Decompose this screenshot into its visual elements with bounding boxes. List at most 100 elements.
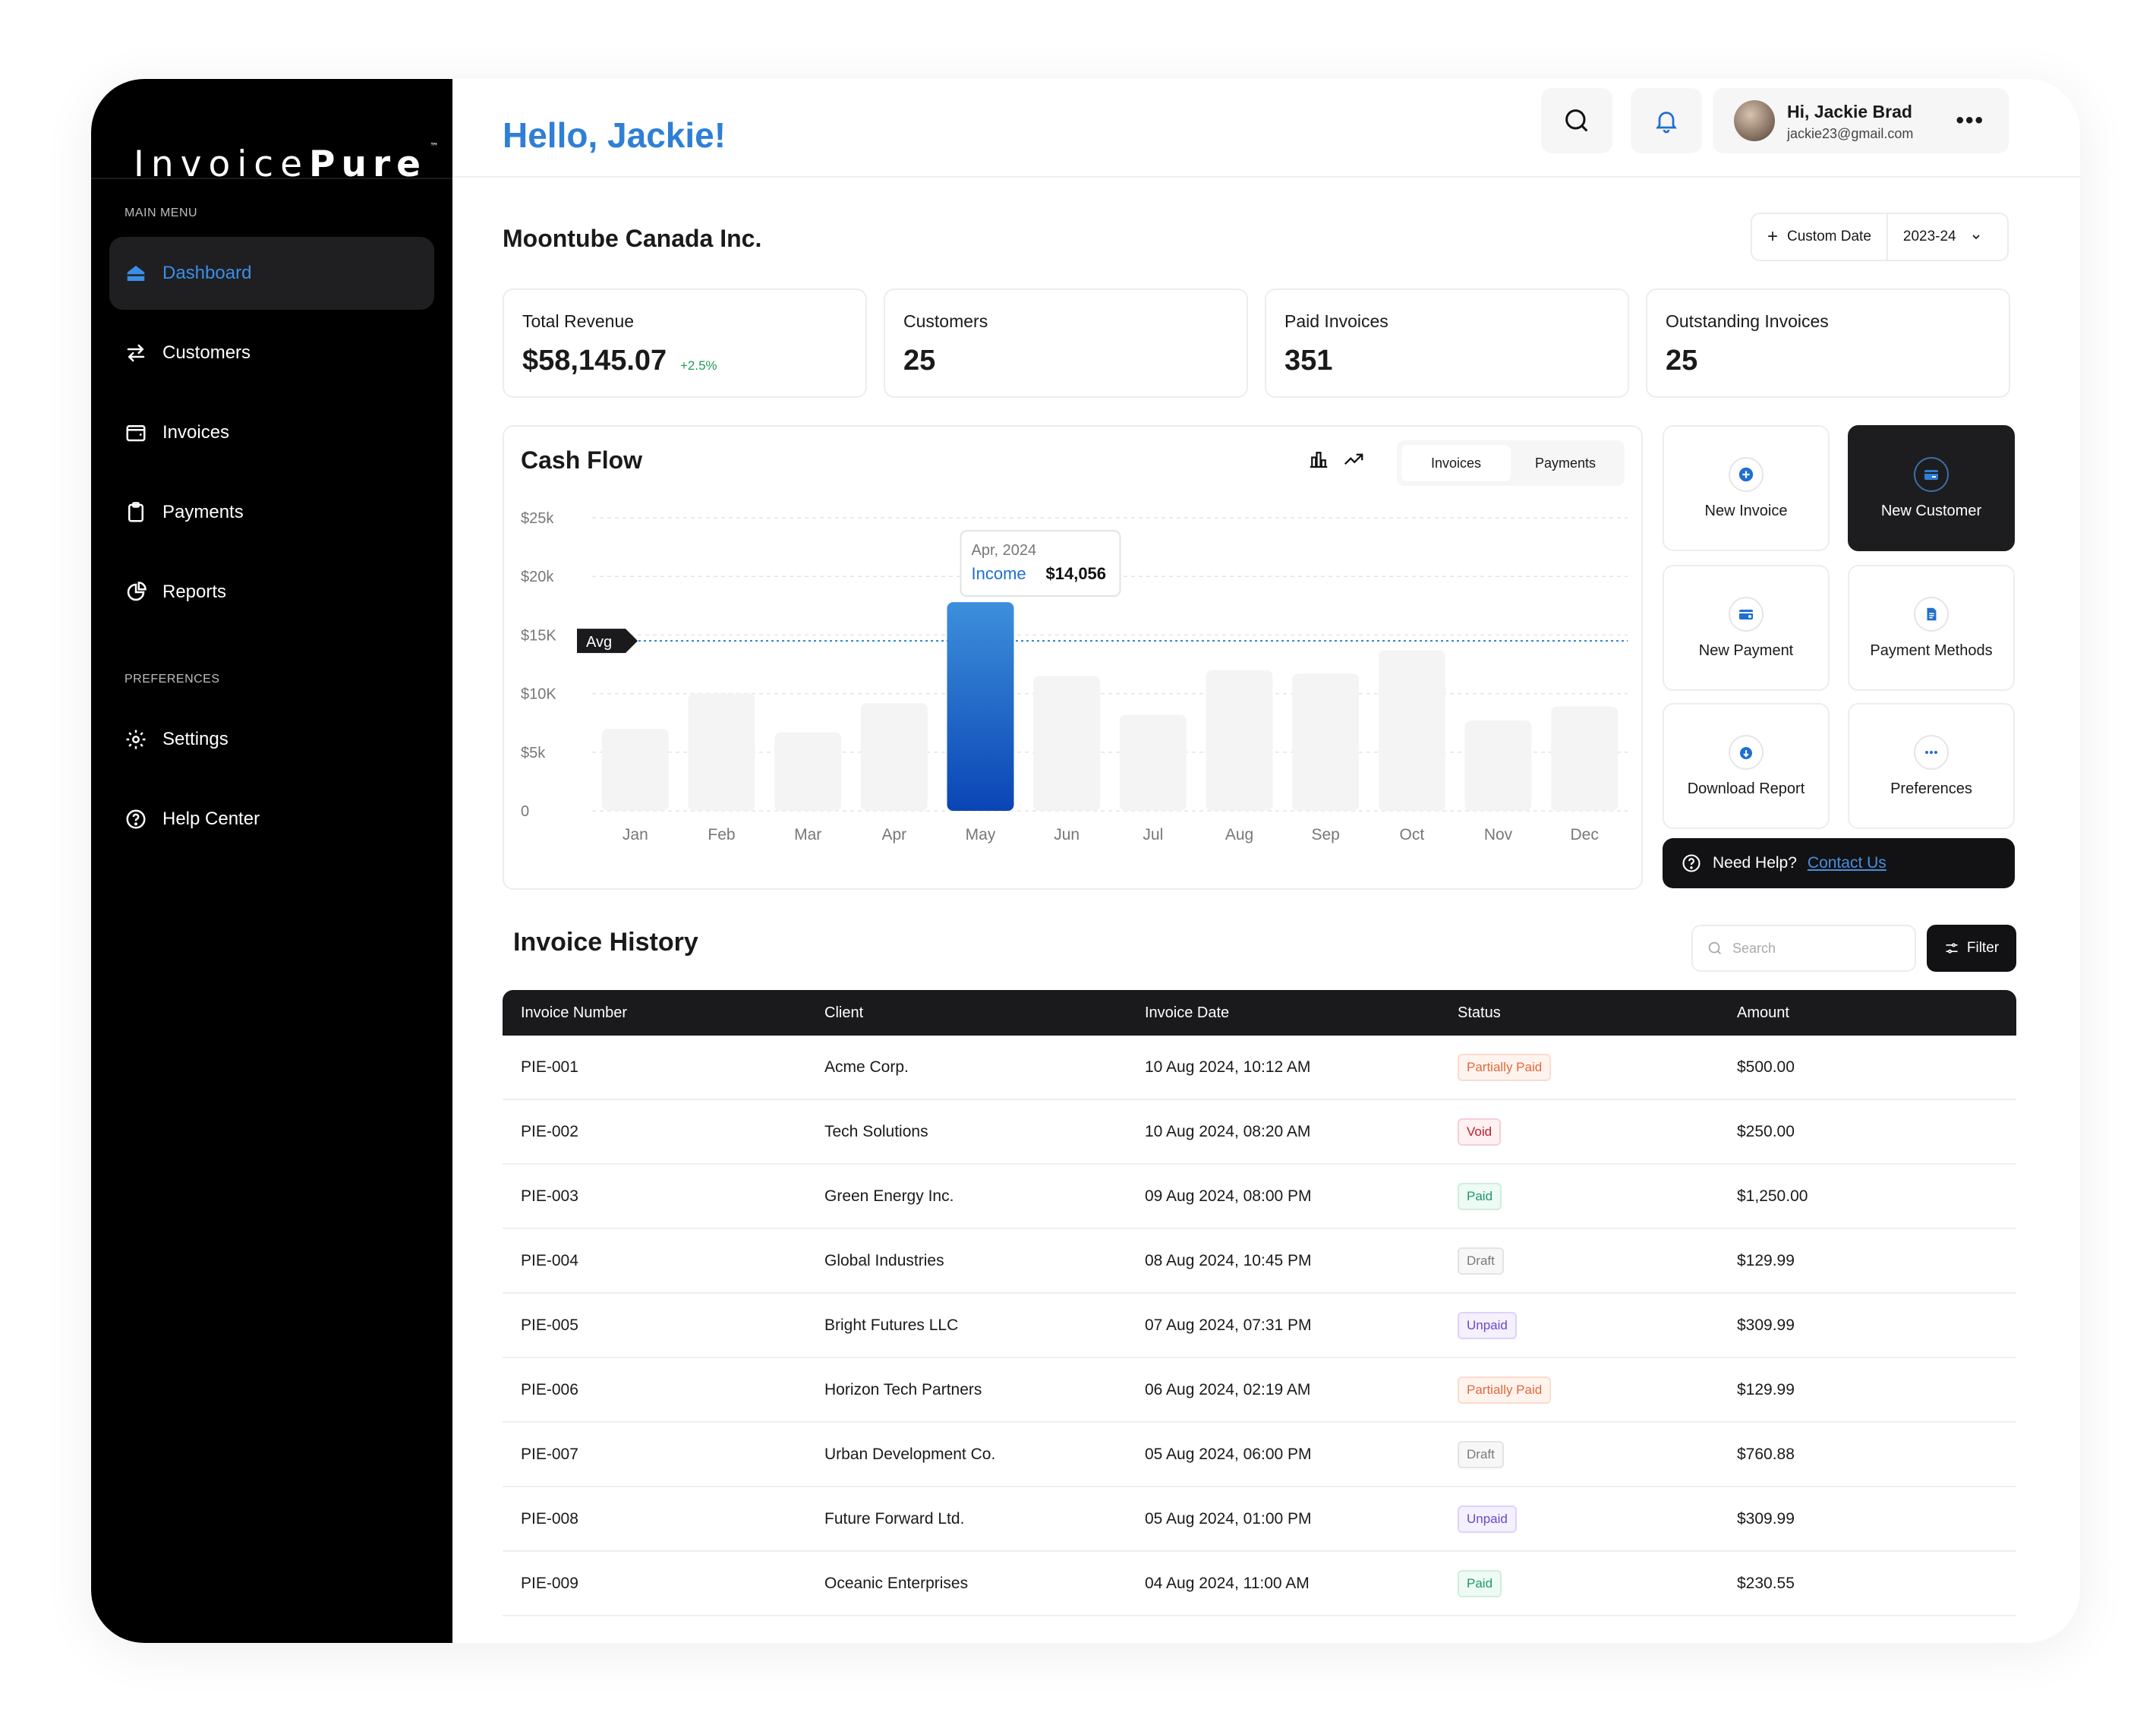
new-customer-button[interactable]: New Customer: [1848, 425, 2015, 551]
table-row[interactable]: PIE-003 Green Energy Inc. 09 Aug 2024, 08:…: [503, 1165, 2016, 1229]
qa-label: Download Report: [1687, 780, 1805, 797]
qa-label: Payment Methods: [1870, 642, 1993, 659]
invoice-number: PIE-005: [521, 1316, 578, 1334]
greeting: Hello, Jackie!: [503, 115, 727, 155]
col-client[interactable]: Client: [824, 1004, 864, 1021]
table-row[interactable]: PIE-006 Horizon Tech Partners 06 Aug 2024,…: [503, 1358, 2016, 1423]
x-tick-label: Feb: [708, 826, 735, 843]
help-icon: [1682, 854, 1701, 872]
bar[interactable]: [774, 732, 842, 811]
stat-card-customers: Customers 25: [884, 288, 1248, 398]
more-options-icon[interactable]: •••: [1956, 108, 1984, 133]
client-name: Acme Corp.: [824, 1058, 909, 1076]
payment-methods-button[interactable]: Payment Methods: [1848, 565, 2015, 691]
sidebar-divider: [91, 178, 452, 179]
stat-value: $58,145.07: [522, 345, 667, 377]
table-row[interactable]: PIE-004 Global Industries 08 Aug 2024, 10:…: [503, 1229, 2016, 1294]
bar-chart-icon[interactable]: [1307, 448, 1330, 471]
contact-us-link[interactable]: Contact Us: [1807, 854, 1886, 872]
bar[interactable]: [860, 702, 928, 811]
bar[interactable]: [1033, 676, 1101, 811]
sidebar-item-payments[interactable]: Payments: [109, 476, 434, 549]
home-icon: [127, 266, 145, 281]
search-input[interactable]: Search: [1691, 925, 1916, 972]
app-window: Invoice Pure ™ MAIN MENU Dashboard Custome…: [91, 79, 2080, 1643]
col-amount[interactable]: Amount: [1737, 1004, 1789, 1021]
invoice-amount: $129.99: [1737, 1380, 1795, 1398]
clipboard-icon: [128, 502, 143, 522]
tab-invoices[interactable]: Invoices: [1401, 445, 1511, 481]
sidebar-item-settings[interactable]: Settings: [109, 703, 434, 776]
sidebar-item-label: Help Center: [162, 809, 260, 829]
x-tick-label: Dec: [1570, 826, 1598, 843]
notifications-button[interactable]: [1631, 88, 1702, 153]
qa-label: New Customer: [1880, 502, 1982, 519]
bar[interactable]: [1378, 650, 1445, 811]
x-tick-label: Nov: [1484, 826, 1513, 843]
bar[interactable]: [1292, 673, 1360, 811]
col-invoice-number[interactable]: Invoice Number: [521, 1004, 628, 1021]
bar[interactable]: [1464, 720, 1532, 811]
bar[interactable]: [601, 728, 669, 811]
tab-payments[interactable]: Payments: [1534, 455, 1597, 471]
y-tick-label: $25k: [521, 510, 554, 527]
qa-label: New Payment: [1698, 642, 1794, 659]
preferences-button[interactable]: Preferences: [1848, 703, 2015, 829]
search-placeholder: Search: [1732, 940, 1776, 956]
status-badge: Void: [1458, 1118, 1502, 1146]
user-email: jackie23@gmail.com: [1787, 126, 1914, 141]
x-tick-label: Jun: [1054, 826, 1080, 843]
user-menu[interactable]: Hi, Jackie Brad jackie23@gmail.com •••: [1713, 88, 2009, 153]
trend-line-icon[interactable]: [1342, 448, 1365, 471]
invoice-date: 05 Aug 2024, 01:00 PM: [1145, 1509, 1312, 1528]
year-value: 2023-24: [1902, 229, 1956, 244]
table-row[interactable]: PIE-008 Future Forward Ltd. 05 Aug 2024, 0…: [503, 1487, 2016, 1552]
arrows-icon: [127, 344, 145, 362]
invoice-date: 08 Aug 2024, 10:45 PM: [1145, 1251, 1312, 1269]
col-invoice-date[interactable]: Invoice Date: [1145, 1004, 1230, 1021]
avg-label: Avg: [586, 634, 612, 651]
preferences-label: PREFERENCES: [125, 673, 220, 686]
filter-button[interactable]: Filter: [1927, 925, 2016, 972]
y-tick-label: $5k: [521, 745, 546, 761]
status-badge: Paid: [1458, 1569, 1502, 1597]
table-row[interactable]: PIE-005 Bright Futures LLC 07 Aug 2024, 07…: [503, 1294, 2016, 1358]
download-report-button[interactable]: Download Report: [1663, 703, 1830, 829]
client-name: Horizon Tech Partners: [824, 1380, 982, 1398]
invoice-history-title: Invoice History: [513, 928, 698, 957]
table-row[interactable]: PIE-002 Tech Solutions 10 Aug 2024, 08:20 …: [503, 1100, 2016, 1165]
bar[interactable]: [1119, 714, 1187, 811]
col-status[interactable]: Status: [1458, 1004, 1501, 1021]
sidebar-item-dashboard[interactable]: Dashboard: [109, 237, 434, 310]
status-cell: Paid: [1458, 1552, 1502, 1615]
user-name: Hi, Jackie Brad: [1787, 102, 1912, 121]
client-name: Urban Development Co.: [824, 1445, 996, 1463]
bar[interactable]: [947, 602, 1014, 811]
sidebar-item-reports[interactable]: Reports: [109, 556, 434, 629]
custom-date-button[interactable]: + Custom Date: [1752, 214, 1888, 260]
bar[interactable]: [1551, 706, 1619, 811]
sidebar-item-help-center[interactable]: Help Center: [109, 783, 434, 856]
main-content: Hello, Jackie! Hi, Jackie Brad jackie23@…: [452, 79, 2080, 1643]
new-invoice-button[interactable]: New Invoice: [1663, 425, 1830, 551]
year-select[interactable]: 2023-24: [1888, 229, 1997, 245]
x-tick-label: Jan: [623, 826, 648, 843]
sidebar-item-invoices[interactable]: Invoices: [109, 396, 434, 469]
y-tick-label: $20k: [521, 569, 554, 585]
table-row[interactable]: PIE-009 Oceanic Enterprises 04 Aug 2024, 1…: [503, 1552, 2016, 1616]
sidebar-item-customers[interactable]: Customers: [109, 317, 434, 389]
search-button[interactable]: [1541, 88, 1612, 153]
table-row[interactable]: PIE-007 Urban Development Co. 05 Aug 2024,…: [503, 1423, 2016, 1487]
bar[interactable]: [1206, 670, 1273, 811]
table-row[interactable]: PIE-001 Acme Corp. 10 Aug 2024, 10:12 AM Pa…: [503, 1036, 2016, 1100]
new-payment-button[interactable]: New Payment: [1663, 565, 1830, 691]
stat-value: 351: [1284, 345, 1333, 377]
sidebar-item-label: Invoices: [162, 422, 230, 443]
qa-label: Preferences: [1890, 780, 1972, 797]
invoice-date: 09 Aug 2024, 08:00 PM: [1145, 1187, 1312, 1205]
sidebar: Invoice Pure ™ MAIN MENU Dashboard Custome…: [91, 79, 452, 1643]
bar[interactable]: [688, 693, 755, 811]
help-icon: [126, 809, 146, 829]
x-tick-label: Jul: [1143, 826, 1163, 843]
card-icon: [1914, 456, 1949, 492]
